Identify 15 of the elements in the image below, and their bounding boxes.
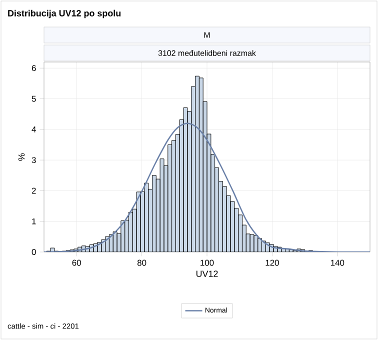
y-tick-label: 0 <box>32 249 36 255</box>
y-axis-title: % <box>18 153 25 161</box>
y-tick-label: 2 <box>32 188 36 194</box>
chart-title: Distribucija UV12 po spolu <box>8 10 121 18</box>
y-tick-label: 3 <box>32 157 36 164</box>
y-tick-label: 4 <box>32 126 36 132</box>
x-tick-label: 120 <box>266 260 279 266</box>
y-tick-label: 5 <box>32 96 36 102</box>
x-tick-label: 80 <box>137 260 146 266</box>
y-tick-label: 1 <box>32 218 36 224</box>
x-tick-label: 60 <box>72 260 81 266</box>
y-tick-label: 6 <box>32 65 36 72</box>
x-tick-label: 100 <box>200 260 214 266</box>
x-tick-label: 140 <box>330 260 344 266</box>
x-axis-title: UV12 <box>196 270 218 277</box>
